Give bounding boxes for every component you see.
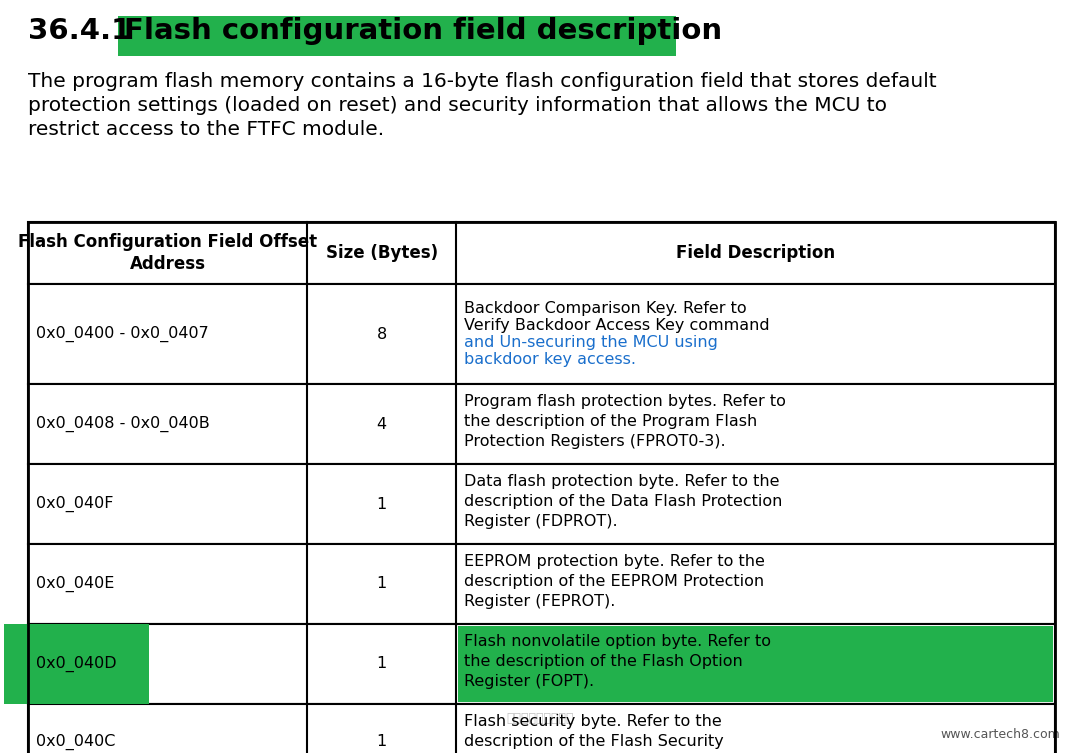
- Bar: [28, 704, 1055, 753]
- Text: www.cartech8.com: www.cartech8.com: [941, 728, 1059, 741]
- Text: 1: 1: [377, 496, 387, 511]
- Text: Backdoor Comparison Key. Refer to: Backdoor Comparison Key. Refer to: [464, 300, 747, 316]
- Text: 1: 1: [377, 734, 387, 749]
- Bar: [458, 626, 1053, 702]
- Text: Flash configuration field description: Flash configuration field description: [124, 17, 723, 45]
- Bar: [28, 222, 1055, 284]
- Text: restrict access to the FTFC module.: restrict access to the FTFC module.: [28, 120, 384, 139]
- Text: backdoor key access.: backdoor key access.: [464, 352, 636, 367]
- Bar: [28, 624, 1055, 704]
- Text: 1: 1: [377, 657, 387, 672]
- Text: 中国汽车工程师之家: 中国汽车工程师之家: [507, 712, 573, 725]
- Text: protection settings (loaded on reset) and security information that allows the M: protection settings (loaded on reset) an…: [28, 96, 887, 115]
- Text: 0x0_0400 - 0x0_0407: 0x0_0400 - 0x0_0407: [36, 326, 208, 342]
- Text: The program flash memory contains a 16-byte flash configuration field that store: The program flash memory contains a 16-b…: [28, 72, 936, 91]
- Text: 4: 4: [377, 416, 387, 431]
- Bar: [28, 464, 1055, 544]
- Bar: [28, 544, 1055, 624]
- Text: 8: 8: [377, 327, 387, 342]
- Text: 0x0_040C: 0x0_040C: [36, 733, 116, 749]
- Text: 0x0_040F: 0x0_040F: [36, 496, 113, 512]
- Text: Size (Bytes): Size (Bytes): [326, 244, 437, 262]
- Bar: [28, 284, 1055, 384]
- Text: Program flash protection bytes. Refer to
the description of the Program Flash
Pr: Program flash protection bytes. Refer to…: [464, 394, 786, 449]
- Text: Data flash protection byte. Refer to the
description of the Data Flash Protectio: Data flash protection byte. Refer to the…: [464, 474, 783, 529]
- Text: Flash security byte. Refer to the
description of the Flash Security
Register (FS: Flash security byte. Refer to the descri…: [464, 714, 724, 753]
- Bar: [118, 16, 676, 56]
- Text: 1: 1: [377, 577, 387, 592]
- Text: Flash Configuration Field Offset
Address: Flash Configuration Field Offset Address: [18, 233, 318, 273]
- Text: Verify Backdoor Access Key command: Verify Backdoor Access Key command: [464, 318, 770, 333]
- Text: EEPROM protection byte. Refer to the
description of the EEPROM Protection
Regist: EEPROM protection byte. Refer to the des…: [464, 554, 765, 608]
- Text: 0x0_0408 - 0x0_040B: 0x0_0408 - 0x0_040B: [36, 416, 210, 432]
- Bar: [28, 384, 1055, 464]
- Text: Field Description: Field Description: [676, 244, 835, 262]
- Text: and Un-securing the MCU using: and Un-securing the MCU using: [464, 335, 718, 350]
- Text: 36.4.1: 36.4.1: [28, 17, 132, 45]
- Text: 0x0_040E: 0x0_040E: [36, 576, 114, 592]
- Text: 0x0_040D: 0x0_040D: [36, 656, 117, 672]
- Text: Flash nonvolatile option byte. Refer to
the description of the Flash Option
Regi: Flash nonvolatile option byte. Refer to …: [464, 634, 771, 688]
- Bar: [28, 222, 1055, 753]
